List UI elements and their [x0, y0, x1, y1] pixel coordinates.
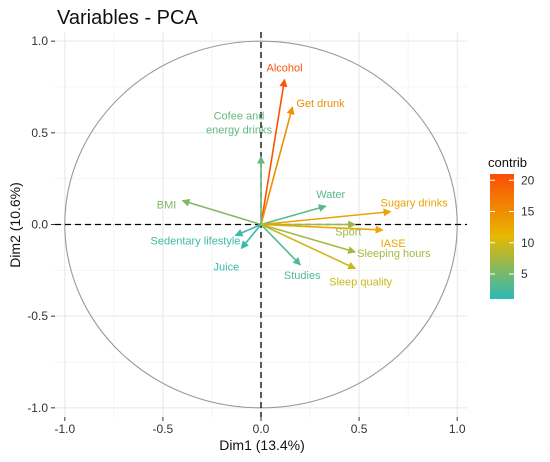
legend-tick-label: 15	[521, 205, 535, 219]
variable-arrow	[260, 223, 384, 234]
variable-label: Alcohol	[267, 63, 303, 75]
variable-label: Sugary drinks	[380, 198, 448, 210]
variable-label: IASE	[381, 238, 406, 250]
variable-arrow	[260, 208, 392, 226]
chart-title: Variables - PCA	[57, 7, 198, 29]
legend-ticks: 5 10 15 20	[490, 173, 535, 281]
legend-tick-label: 10	[521, 236, 535, 250]
variable-arrow	[260, 223, 301, 266]
x-tick-label: 0.5	[351, 422, 368, 436]
x-tick-label: -0.5	[153, 422, 174, 436]
variable-label: Sleeping hours	[357, 248, 431, 260]
variable-label: Get drunk	[296, 98, 345, 110]
variable-arrow	[260, 223, 357, 254]
contrib-legend: contrib 5 10 15 20	[488, 155, 535, 299]
variable-label: BMI	[157, 200, 177, 212]
x-axis-title: Dim1 (13.4%)	[219, 437, 305, 453]
x-tick-label: 1.0	[449, 422, 466, 436]
legend-tick-label: 5	[521, 267, 528, 281]
x-axis-ticks: -1.0 -0.5 0.0 0.5 1.0	[54, 417, 466, 436]
legend-title: contrib	[488, 155, 527, 170]
variable-label: Juice	[214, 261, 240, 273]
variable-arrows	[181, 78, 392, 270]
variable-label: Sleep quality	[329, 277, 392, 289]
variable-labels: Alcohol Get drunk Cofee and energy drinks Wa…	[151, 63, 449, 289]
variable-arrow	[260, 78, 288, 225]
variable-arrow	[260, 204, 327, 226]
y-tick-label: 0.0	[31, 218, 48, 232]
variable-label: Sedentary lifestyle	[151, 236, 241, 248]
x-tick-label: -1.0	[54, 422, 75, 436]
legend-tick-label: 20	[521, 173, 535, 187]
legend-colorbar	[490, 174, 514, 299]
variable-arrow	[260, 223, 357, 270]
variable-label: Studies	[284, 270, 321, 282]
y-tick-label: 0.5	[31, 126, 48, 140]
variable-label: Water	[316, 189, 345, 201]
y-tick-label: -1.0	[27, 401, 48, 415]
variable-arrow	[260, 106, 295, 225]
x-tick-label: 0.0	[253, 422, 270, 436]
variable-arrow	[234, 223, 262, 237]
y-axis-title: Dim2 (10.6%)	[7, 182, 23, 268]
variable-arrow	[240, 223, 262, 250]
variable-arrow	[181, 198, 262, 226]
y-tick-label: -0.5	[27, 309, 48, 323]
y-axis-ticks: -1.0 -0.5 0.0 0.5 1.0	[27, 34, 55, 415]
variable-label: Sport	[335, 227, 361, 239]
variable-label: Cofee and energy drinks	[206, 111, 273, 137]
y-tick-label: 1.0	[31, 34, 48, 48]
